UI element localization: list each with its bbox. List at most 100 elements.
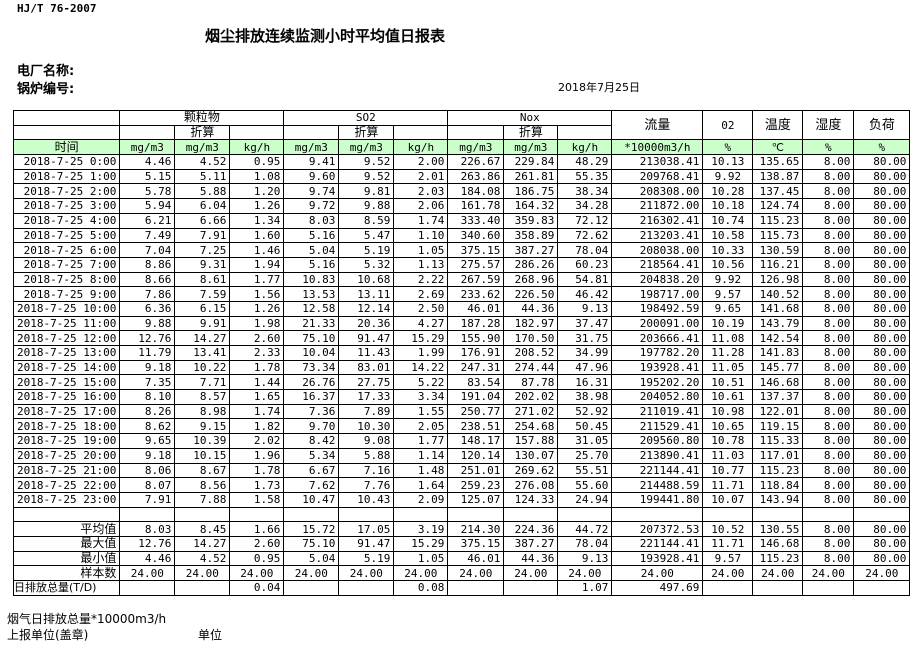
unit-cell: kg/h xyxy=(557,139,613,156)
value-cell: 24.94 xyxy=(557,491,613,508)
value-cell: 24.00 xyxy=(611,565,704,581)
value-cell: 5.32 xyxy=(338,256,395,273)
unit-cell: % xyxy=(853,139,911,156)
value-cell: 197782.20 xyxy=(611,345,704,361)
value-cell: 193928.41 xyxy=(611,550,704,567)
value-cell: 80.00 xyxy=(853,550,911,567)
value-cell: 31.05 xyxy=(557,433,613,449)
value-cell: 208.52 xyxy=(503,345,559,361)
value-cell: 229.84 xyxy=(503,154,559,170)
value-cell: 9.92 xyxy=(702,271,754,288)
value-cell: 7.25 xyxy=(174,242,231,258)
value-cell: 2.22 xyxy=(393,271,449,288)
value-cell: 140.52 xyxy=(752,286,804,302)
value-cell: 276.08 xyxy=(503,477,559,493)
value-cell: 60.23 xyxy=(557,256,613,273)
value-cell: 72.12 xyxy=(557,212,613,229)
value-cell: 8.61 xyxy=(174,271,231,288)
value-cell: 80.00 xyxy=(853,212,911,229)
value-cell: 38.34 xyxy=(557,183,613,200)
row-label: 2018-7-25 16:00 xyxy=(12,389,121,405)
value-cell: 11.08 xyxy=(702,330,754,346)
value-cell xyxy=(119,580,176,596)
table-row: 2018-7-25 16:00 8.10 8.57 1.65 16.37 17.33 3.3… xyxy=(12,389,911,405)
value-cell: 54.81 xyxy=(557,271,613,288)
value-cell: 5.16 xyxy=(283,256,340,273)
value-cell: 8.00 xyxy=(802,447,855,464)
value-cell: 10.51 xyxy=(702,374,754,391)
header-converted: 折算 xyxy=(503,124,559,141)
value-cell: 0.04 xyxy=(229,580,285,596)
value-cell: 50.45 xyxy=(557,418,613,435)
group-nox: Nox xyxy=(447,110,613,126)
value-cell: 8.00 xyxy=(802,212,855,229)
value-cell: 208038.00 xyxy=(611,242,704,258)
row-label: 2018-7-25 5:00 xyxy=(12,227,121,244)
value-cell: 91.47 xyxy=(338,330,395,346)
value-cell: 80.00 xyxy=(853,462,911,479)
value-cell: 10.07 xyxy=(702,491,754,508)
value-cell: 16.31 xyxy=(557,374,613,391)
value-cell: 11.43 xyxy=(338,345,395,361)
row-label: 2018-7-25 2:00 xyxy=(12,183,121,200)
value-cell: 80.00 xyxy=(853,433,911,449)
stats-row: 样本数 24.00 24.00 24.00 24.00 24.00 24.00 24.00 24… xyxy=(12,565,911,581)
value-cell: 13.11 xyxy=(338,286,395,302)
empty-cell xyxy=(174,506,231,523)
value-cell: 0.95 xyxy=(229,550,285,567)
value-cell: 208308.00 xyxy=(611,183,704,200)
value-cell: 200091.00 xyxy=(611,315,704,332)
value-cell: 11.28 xyxy=(702,345,754,361)
value-cell: 120.14 xyxy=(447,447,505,464)
value-cell: 8.00 xyxy=(802,418,855,435)
value-cell: 6.36 xyxy=(119,300,176,317)
value-cell: 1.44 xyxy=(229,374,285,391)
value-cell: 1.96 xyxy=(229,447,285,464)
table-row: 2018-7-25 22:00 8.07 8.56 1.73 7.62 7.76 1.64 2… xyxy=(12,477,911,493)
value-cell: 5.04 xyxy=(283,550,340,567)
value-cell: 198717.00 xyxy=(611,286,704,302)
value-cell: 9.88 xyxy=(119,315,176,332)
value-cell: 182.97 xyxy=(503,315,559,332)
value-cell: 9.88 xyxy=(338,198,395,214)
value-cell: 10.33 xyxy=(702,242,754,258)
value-cell: 1.34 xyxy=(229,212,285,229)
value-cell: 155.90 xyxy=(447,330,505,346)
value-cell: 21.33 xyxy=(283,315,340,332)
value-cell: 1.77 xyxy=(229,271,285,288)
header-converted: 折算 xyxy=(174,124,231,141)
row-label: 2018-7-25 17:00 xyxy=(12,403,121,420)
value-cell: 80.00 xyxy=(853,345,911,361)
value-cell: 80.00 xyxy=(853,374,911,391)
value-cell: 10.04 xyxy=(283,345,340,361)
value-cell: 80.00 xyxy=(853,403,911,420)
unit-cell: *10000m3/h xyxy=(611,139,704,156)
value-cell: 8.00 xyxy=(802,271,855,288)
empty-cell xyxy=(853,506,911,523)
row-label: 2018-7-25 12:00 xyxy=(12,330,121,346)
value-cell: 52.92 xyxy=(557,403,613,420)
row-label: 2018-7-25 14:00 xyxy=(12,359,121,376)
value-cell: 191.04 xyxy=(447,389,505,405)
empty-cell xyxy=(447,506,505,523)
value-cell: 4.52 xyxy=(174,154,231,170)
row-label: 最小值 xyxy=(12,550,121,567)
value-cell: 8.00 xyxy=(802,198,855,214)
value-cell: 80.00 xyxy=(853,447,911,464)
value-cell: 1.55 xyxy=(393,403,449,420)
value-cell: 204052.80 xyxy=(611,389,704,405)
stats-row: 平均值 8.03 8.45 1.66 15.72 17.05 3.19 214.30 224.3… xyxy=(12,521,911,537)
value-cell: 7.62 xyxy=(283,477,340,493)
value-cell: 7.76 xyxy=(338,477,395,493)
value-cell: 5.88 xyxy=(338,447,395,464)
row-label: 2018-7-25 23:00 xyxy=(12,491,121,508)
boiler-number-label: 锅炉编号: xyxy=(17,82,75,97)
value-cell: 9.52 xyxy=(338,168,395,185)
value-cell: 1.07 xyxy=(557,580,613,596)
value-cell: 216302.41 xyxy=(611,212,704,229)
value-cell xyxy=(283,580,340,596)
value-cell: 55.51 xyxy=(557,462,613,479)
value-cell: 8.66 xyxy=(119,271,176,288)
value-cell: 27.75 xyxy=(338,374,395,391)
value-cell: 7.86 xyxy=(119,286,176,302)
